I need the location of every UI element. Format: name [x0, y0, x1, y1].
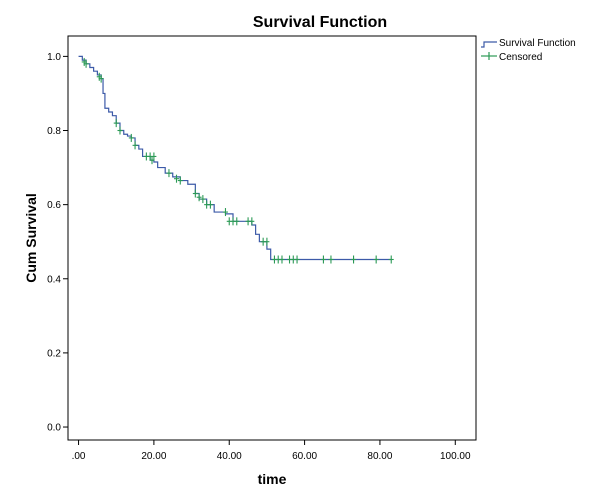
censored-point: [83, 59, 89, 68]
legend-survival-swatch: [481, 41, 497, 48]
censored-point: [320, 255, 326, 264]
y-tick-label: 0.0: [47, 423, 61, 434]
censored-point: [117, 126, 123, 135]
x-tick-label: 40.00: [217, 451, 242, 462]
censored-point: [98, 74, 104, 83]
censored-point: [207, 200, 213, 209]
censored-point: [279, 255, 285, 264]
x-axis: .00 20.00 40.00 60.00 80.00 100.00: [72, 440, 471, 462]
x-tick-label: 20.00: [141, 451, 166, 462]
x-tick-label: 80.00: [367, 451, 392, 462]
legend-survival-label: Survival Function: [499, 38, 576, 49]
censored-marks: [81, 57, 394, 264]
censored-point: [294, 255, 300, 264]
censored-point: [351, 255, 357, 264]
censored-point: [200, 195, 206, 204]
y-tick-label: 0.8: [47, 126, 61, 137]
legend-censored-label: Censored: [499, 52, 542, 63]
y-tick-label: 0.6: [47, 200, 61, 211]
censored-point: [264, 237, 270, 246]
y-tick-label: 1.0: [47, 52, 61, 63]
censored-point: [173, 174, 179, 183]
legend-item-censored: Censored: [481, 52, 542, 63]
censored-point: [222, 208, 228, 217]
y-axis: 0.0 0.2 0.4 0.6 0.8 1.0: [47, 52, 68, 434]
censored-point: [166, 169, 172, 178]
censored-point: [128, 133, 134, 142]
censored-point: [373, 255, 379, 264]
x-tick-label: 100.00: [440, 451, 471, 462]
censored-point: [192, 189, 198, 198]
y-axis-title: Cum Survival: [23, 193, 39, 282]
chart-title: Survival Function: [253, 14, 387, 31]
censored-point: [328, 255, 334, 264]
censored-point: [196, 193, 202, 202]
censored-point: [113, 119, 119, 128]
censored-point: [234, 217, 240, 226]
censored-point: [132, 141, 138, 150]
censored-point: [388, 255, 394, 264]
legend: Survival Function Censored: [481, 38, 576, 63]
legend-item-survival: Survival Function: [481, 38, 576, 49]
plot-area: [67, 35, 477, 441]
censored-point: [151, 152, 157, 161]
x-axis-title: time: [258, 471, 287, 487]
x-tick-label: 60.00: [292, 451, 317, 462]
y-tick-label: 0.2: [47, 348, 61, 359]
y-tick-label: 0.4: [47, 274, 61, 285]
censored-point: [177, 176, 183, 185]
x-tick-label: .00: [72, 451, 86, 462]
censored-point: [249, 217, 255, 226]
